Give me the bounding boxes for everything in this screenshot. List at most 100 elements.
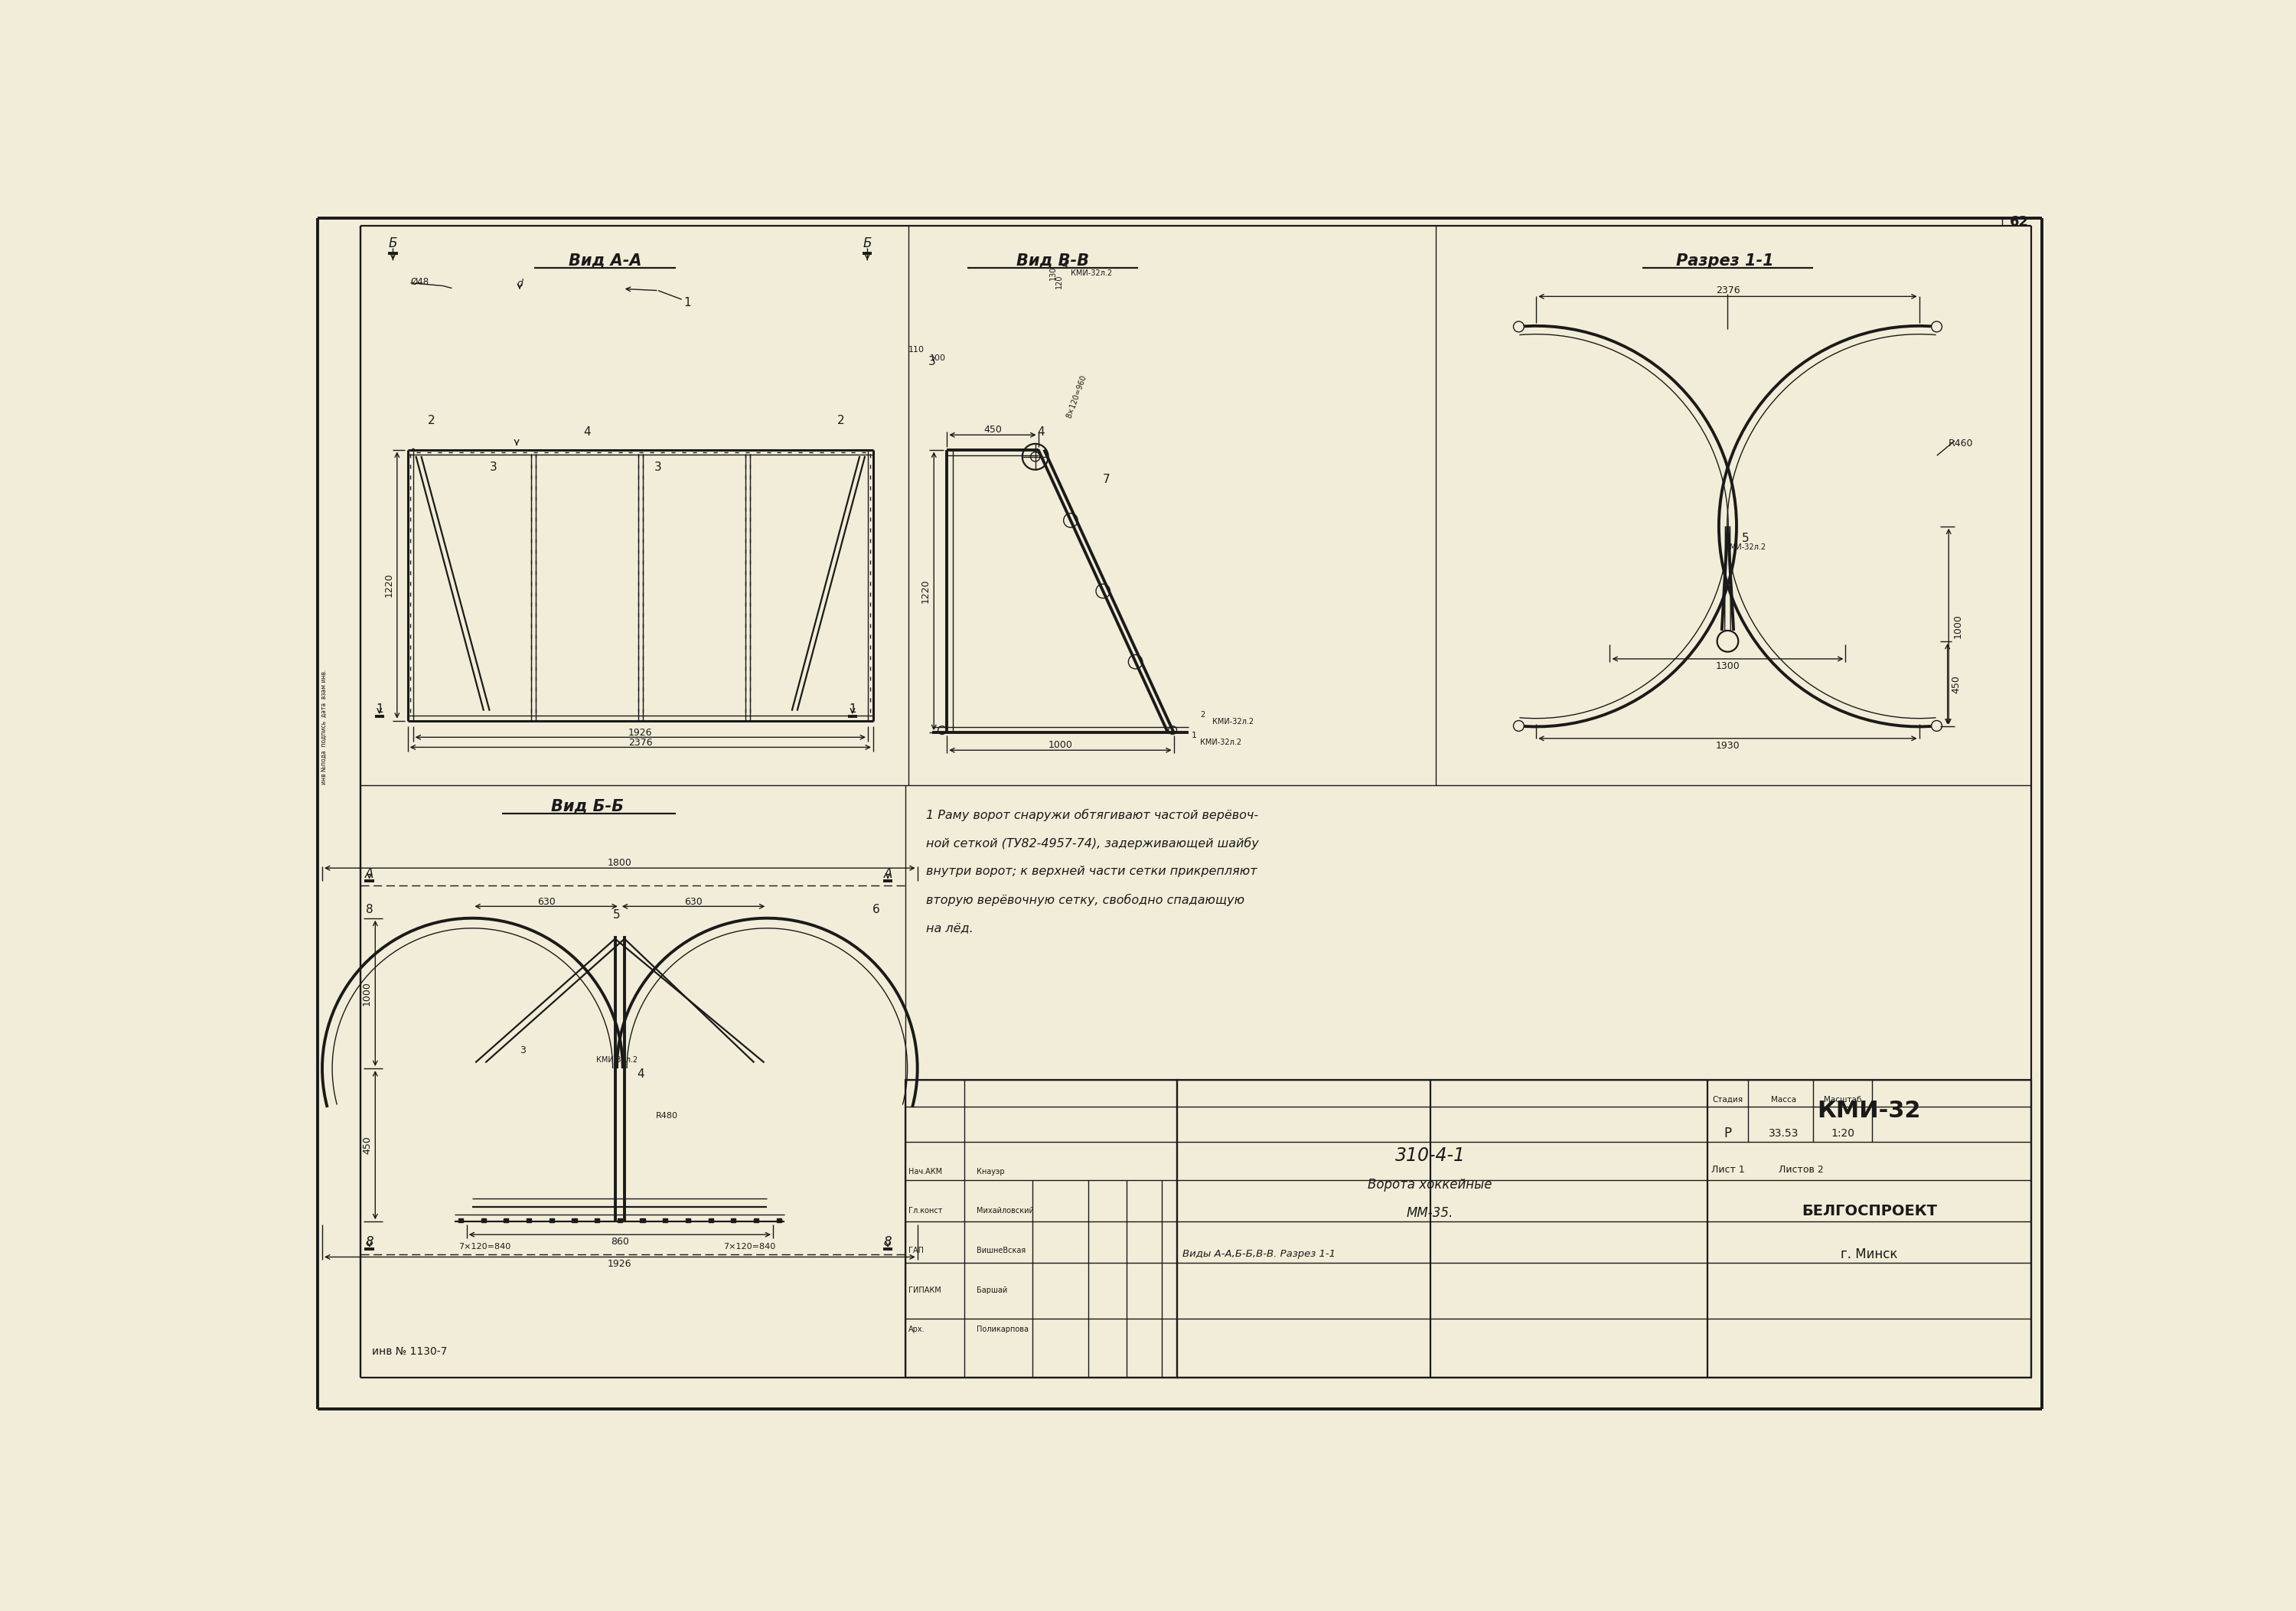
Text: 2: 2: [427, 414, 434, 425]
Text: 8: 8: [365, 1236, 374, 1249]
Text: Виды А-А,Б-Б,В-В. Разрез 1-1: Виды А-А,Б-Б,В-В. Разрез 1-1: [1182, 1249, 1336, 1260]
Text: 7×120=840: 7×120=840: [723, 1242, 776, 1250]
Text: 1: 1: [684, 296, 691, 308]
Text: 110: 110: [909, 346, 925, 353]
Bar: [549, 1218, 553, 1223]
Text: 860: 860: [611, 1237, 629, 1247]
Text: ной сеткой (ТУ82-4957-74), задерживающей шайбу: ной сеткой (ТУ82-4957-74), задерживающей…: [925, 838, 1258, 849]
Text: Вид В-В: Вид В-В: [1017, 253, 1088, 269]
Bar: [709, 1218, 714, 1223]
Text: d: d: [517, 279, 523, 288]
Text: 450: 450: [1952, 675, 1961, 693]
Text: Ø48: Ø48: [411, 277, 429, 287]
Bar: [618, 1218, 622, 1223]
Bar: [503, 1218, 507, 1223]
Circle shape: [1513, 720, 1525, 731]
Text: КМИ-32: КМИ-32: [1818, 1100, 1922, 1123]
Text: 4: 4: [1038, 427, 1045, 438]
Text: 100: 100: [930, 354, 946, 362]
Text: 2: 2: [1201, 710, 1205, 719]
Circle shape: [1169, 727, 1178, 735]
Text: КМИ-32л.2: КМИ-32л.2: [597, 1055, 638, 1063]
Circle shape: [1513, 321, 1525, 332]
Bar: [459, 1218, 464, 1223]
Text: 8×120=960: 8×120=960: [1065, 374, 1088, 419]
Text: ГИПАКМ: ГИПАКМ: [909, 1286, 941, 1294]
Text: 1926: 1926: [608, 1260, 631, 1269]
Circle shape: [1717, 630, 1738, 652]
Text: 1300: 1300: [1715, 661, 1740, 670]
Text: 120: 120: [1054, 274, 1063, 288]
Text: 2376: 2376: [629, 738, 652, 748]
Text: Вид А-А: Вид А-А: [569, 253, 641, 269]
Text: вторую верёвочную сетку, свободно спадающую: вторую верёвочную сетку, свободно спадаю…: [925, 894, 1244, 905]
Text: Михайловский: Михайловский: [976, 1207, 1033, 1215]
Bar: [730, 1218, 735, 1223]
Circle shape: [939, 727, 946, 735]
Text: 310-4-1: 310-4-1: [1396, 1145, 1465, 1165]
Text: инв №пода  подпись  дата  взам инв.: инв №пода подпись дата взам инв.: [321, 669, 328, 785]
Circle shape: [1095, 585, 1109, 598]
Text: Нач.АКМ: Нач.АКМ: [909, 1168, 941, 1176]
Text: А: А: [884, 867, 893, 881]
Text: БЕЛГОСПРОЕКТ: БЕЛГОСПРОЕКТ: [1802, 1203, 1938, 1218]
Text: 5: 5: [1743, 532, 1750, 545]
Text: 7: 7: [1102, 474, 1109, 485]
Text: 7×120=840: 7×120=840: [459, 1242, 510, 1250]
Circle shape: [1931, 720, 1942, 731]
Text: 62: 62: [2009, 214, 2030, 229]
Text: Поликарпова: Поликарпова: [976, 1326, 1029, 1334]
Text: Масштаб: Масштаб: [1823, 1095, 1862, 1104]
Text: 1000: 1000: [1047, 739, 1072, 749]
Bar: [664, 1218, 668, 1223]
Bar: [687, 1218, 691, 1223]
Text: 4: 4: [583, 427, 590, 438]
Text: R460: R460: [1947, 438, 1972, 449]
Text: 1930: 1930: [1715, 741, 1740, 751]
Bar: [595, 1218, 599, 1223]
Text: А: А: [365, 867, 374, 881]
Text: Кнауэр: Кнауэр: [976, 1168, 1003, 1176]
Text: Вид Б-Б: Вид Б-Б: [551, 799, 625, 814]
Text: Ворота хоккейные: Ворота хоккейные: [1368, 1178, 1492, 1192]
Text: 6: 6: [872, 904, 879, 915]
Text: 1 Раму ворот снаружи обтягивают частой верёвоч-: 1 Раму ворот снаружи обтягивают частой в…: [925, 809, 1258, 822]
Text: 8: 8: [884, 1236, 893, 1249]
Text: 5: 5: [613, 910, 620, 921]
Text: 1220: 1220: [383, 574, 395, 598]
Text: Разрез 1-1: Разрез 1-1: [1676, 253, 1773, 269]
Text: Баршай: Баршай: [976, 1286, 1008, 1294]
Text: Б: Б: [388, 237, 397, 250]
Circle shape: [1931, 321, 1942, 332]
Text: 630: 630: [537, 897, 556, 907]
Text: ГАП: ГАП: [909, 1247, 923, 1255]
Text: ММ-35.: ММ-35.: [1407, 1207, 1453, 1220]
Text: R480: R480: [657, 1112, 677, 1120]
Bar: [572, 1218, 576, 1223]
Text: КМИ-32л.2: КМИ-32л.2: [1212, 719, 1254, 725]
Text: 1: 1: [1192, 731, 1196, 739]
Text: 2: 2: [838, 414, 845, 425]
Text: Р: Р: [1724, 1126, 1731, 1141]
Text: 4: 4: [1061, 261, 1068, 271]
Text: Масса: Масса: [1770, 1095, 1795, 1104]
Text: 4: 4: [636, 1068, 645, 1079]
Text: 450: 450: [363, 1136, 372, 1153]
Text: 1: 1: [850, 704, 856, 715]
Text: 1800: 1800: [608, 857, 631, 868]
Text: Лист 1: Лист 1: [1711, 1165, 1745, 1174]
Text: на лёд.: на лёд.: [925, 923, 974, 934]
Bar: [1176, 1081, 2032, 1377]
Text: Листов 2: Листов 2: [1779, 1165, 1823, 1174]
Text: Арх.: Арх.: [909, 1326, 925, 1334]
Text: 1000: 1000: [1954, 614, 1963, 638]
Bar: [482, 1218, 487, 1223]
Text: 8: 8: [365, 904, 372, 915]
Text: 1: 1: [377, 704, 383, 715]
Text: 3: 3: [489, 462, 496, 474]
Bar: [776, 1218, 781, 1223]
Text: Гл.конст: Гл.конст: [909, 1207, 944, 1215]
Text: КМИ-32л.2: КМИ-32л.2: [1201, 739, 1242, 746]
Text: 3: 3: [654, 462, 661, 474]
Text: 2376: 2376: [1715, 285, 1740, 295]
